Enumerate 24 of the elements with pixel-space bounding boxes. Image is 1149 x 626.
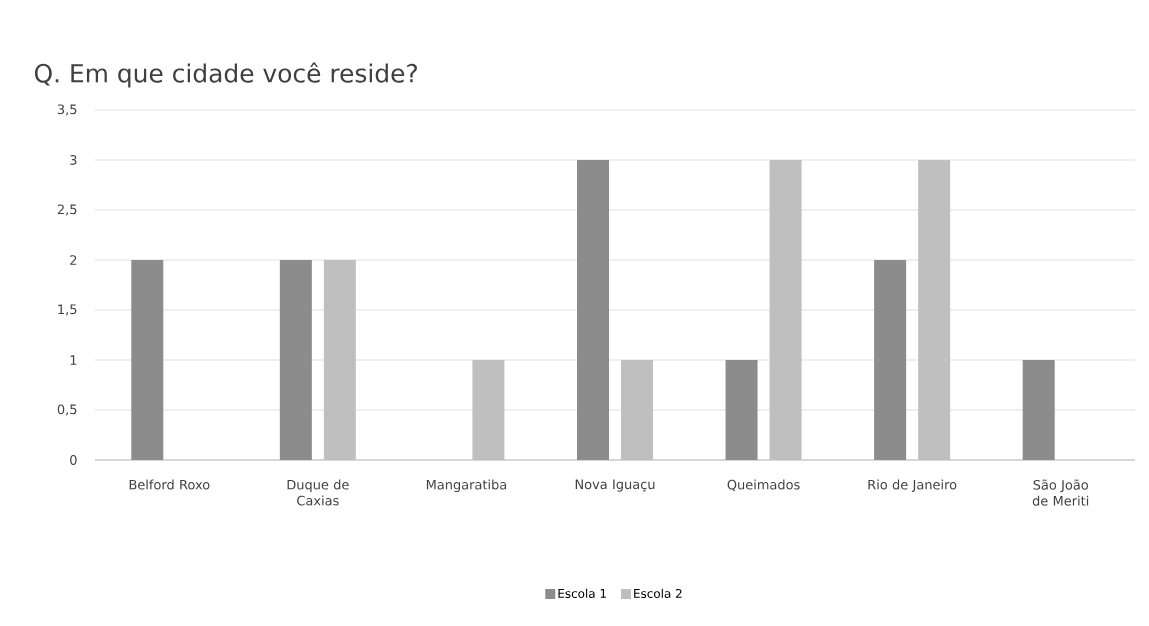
x-tick-label: Mangaratiba bbox=[426, 479, 507, 493]
y-tick-label: 3,5 bbox=[57, 104, 77, 116]
y-tick-label: 0,5 bbox=[57, 404, 77, 416]
legend-label: Escola 1 bbox=[558, 588, 606, 598]
x-tick-label: Queimados bbox=[727, 479, 800, 492]
bar bbox=[279, 259, 312, 460]
x-tick-label: Belford Roxo bbox=[129, 479, 210, 490]
x-tick-label: Duque de Caxias bbox=[287, 479, 349, 506]
bar bbox=[725, 359, 758, 460]
x-tick-label: Nova Iguaçu bbox=[575, 479, 655, 492]
chart-title: Q. Em que cidade você reside? bbox=[34, 62, 417, 88]
y-tick-label: 2,5 bbox=[57, 204, 77, 216]
bar bbox=[131, 259, 164, 460]
bar bbox=[1022, 359, 1055, 460]
y-tick-label: 0 bbox=[70, 455, 77, 465]
bar bbox=[874, 259, 907, 460]
y-tick-label: 1 bbox=[70, 355, 77, 365]
y-tick-label: 1,5 bbox=[58, 304, 77, 316]
x-tick-label: São João de Meriti bbox=[1032, 479, 1089, 506]
legend-label: Escola 2 bbox=[634, 588, 682, 598]
bar bbox=[577, 159, 609, 460]
y-tick-label: 3 bbox=[70, 155, 77, 165]
x-tick-label: Rio de Janeiro bbox=[868, 479, 957, 492]
y-tick-label: 2 bbox=[70, 255, 77, 265]
